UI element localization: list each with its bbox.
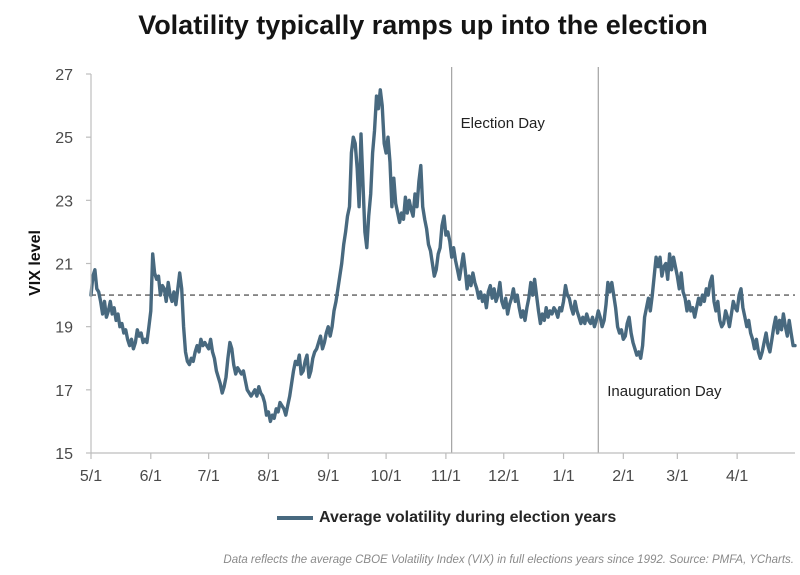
y-tick-label: 17 [55, 383, 73, 400]
chart-title: Volatility typically ramps up into the e… [138, 10, 708, 40]
y-tick-label: 19 [55, 320, 73, 337]
y-tick-label: 21 [55, 257, 73, 274]
inauguration-day-label: Inauguration Day [607, 383, 722, 400]
legend-swatch [277, 516, 313, 520]
x-tick-label: 12/1 [488, 468, 519, 485]
y-tick-label: 27 [55, 67, 73, 84]
x-tick-label: 1/1 [552, 468, 574, 485]
x-tick-label: 4/1 [726, 468, 748, 485]
annotation-layer: Election Day Inauguration Day [451, 67, 722, 453]
x-tick-label: 5/1 [80, 468, 102, 485]
x-tick-label: 3/1 [666, 468, 688, 485]
x-tick-label: 10/1 [371, 468, 402, 485]
x-tick-label: 6/1 [140, 468, 162, 485]
y-axis-label: VIX level [27, 230, 44, 296]
x-tick-label: 8/1 [257, 468, 279, 485]
y-tick-label: 23 [55, 193, 73, 210]
x-tick-label: 11/1 [431, 468, 461, 485]
election-day-label: Election Day [461, 115, 546, 132]
legend: Average volatility during election years [277, 509, 616, 527]
y-tick-label: 25 [55, 130, 73, 147]
legend-label: Average volatility during election years [319, 509, 617, 526]
source-footnote: Data reflects the average CBOE Volatilit… [223, 554, 794, 566]
x-tick-label: 7/1 [198, 468, 220, 485]
y-tick-label: 15 [55, 446, 73, 463]
volatility-series-line [89, 88, 797, 424]
axis-layer: 15 17 19 21 23 25 27 5/1 6/1 7/1 8/1 9/1 10/1 11/1 12/… [55, 67, 795, 485]
x-tick-label: 2/1 [612, 468, 634, 485]
x-tick-label: 9/1 [317, 468, 339, 485]
